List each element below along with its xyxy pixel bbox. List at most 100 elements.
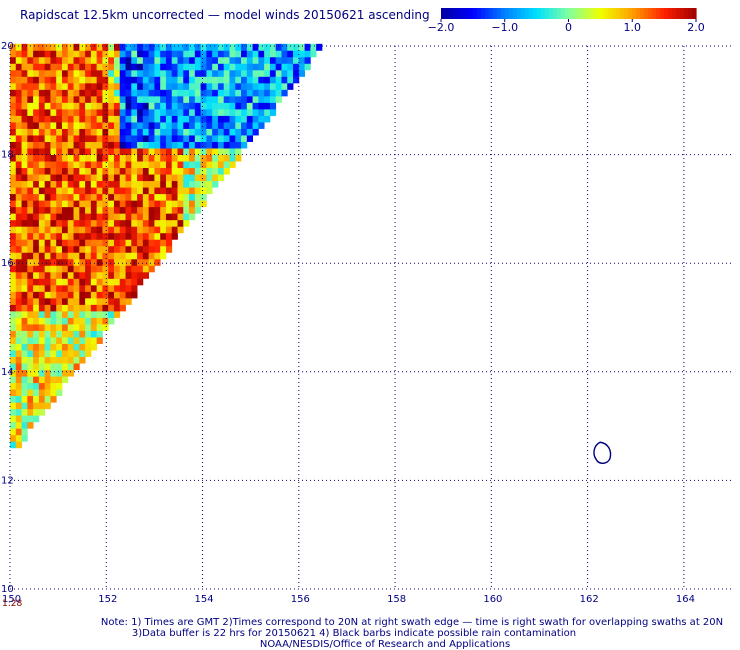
heatmap-cell <box>119 213 126 221</box>
heatmap-cell <box>119 200 126 208</box>
heatmap-cell <box>56 102 63 110</box>
heatmap-cell <box>119 239 126 247</box>
heatmap-cell <box>165 128 173 136</box>
heatmap-cell <box>85 337 92 344</box>
heatmap-cell <box>73 200 80 208</box>
heatmap-cell <box>44 206 51 214</box>
heatmap-cell <box>148 69 155 77</box>
heatmap-cell <box>119 180 126 188</box>
heatmap-cell <box>137 89 144 97</box>
heatmap-cell <box>142 213 150 221</box>
heatmap-cell <box>73 154 80 162</box>
heatmap-cell <box>38 284 46 292</box>
heatmap-cell <box>217 154 225 162</box>
heatmap-cell <box>206 82 213 90</box>
heatmap-cell <box>160 154 167 162</box>
heatmap-cell <box>10 219 17 227</box>
heatmap-cell <box>108 304 115 312</box>
colorbar-segment <box>524 8 530 19</box>
heatmap-cell <box>183 69 190 77</box>
heatmap-cell <box>79 356 86 364</box>
heatmap-cell <box>27 310 34 318</box>
heatmap-cell <box>165 56 173 64</box>
heatmap-cell <box>56 369 63 377</box>
heatmap-cell <box>212 82 219 90</box>
heatmap-cell <box>44 278 51 286</box>
heatmap-cell <box>96 258 103 266</box>
heatmap-cell <box>90 108 98 116</box>
heatmap-cell <box>212 141 219 149</box>
heatmap-cell <box>21 43 28 51</box>
heatmap-cell <box>113 122 121 129</box>
chart-title: Rapidscat 12.5km uncorrected — model win… <box>20 8 430 22</box>
heatmap-cell <box>67 89 74 97</box>
heatmap-cell <box>27 108 34 116</box>
heatmap-cell <box>90 76 98 84</box>
heatmap-cell <box>27 271 34 279</box>
heatmap-cell <box>15 232 22 240</box>
heatmap-cell <box>131 56 138 64</box>
heatmap-cell <box>85 271 92 279</box>
heatmap-cell <box>10 343 17 351</box>
heatmap-cell <box>15 115 22 123</box>
heatmap-cell <box>67 252 74 260</box>
heatmap-cell <box>27 324 34 331</box>
heatmap-cell <box>50 226 57 234</box>
heatmap-cell <box>56 291 63 299</box>
heatmap-cell <box>113 271 121 279</box>
heatmap-cell <box>194 141 202 149</box>
heatmap-cell <box>148 50 155 58</box>
heatmap-cell <box>125 122 132 129</box>
heatmap-cell <box>85 324 92 331</box>
y-tick-label: 20 <box>1 41 14 52</box>
heatmap-cell <box>79 154 86 162</box>
heatmap-cell <box>33 193 40 201</box>
heatmap-cell <box>38 395 46 403</box>
heatmap-cell <box>10 50 17 58</box>
heatmap-cell <box>142 180 150 188</box>
heatmap-cell <box>258 50 265 58</box>
heatmap-cell <box>21 76 28 84</box>
heatmap-cell <box>67 193 74 201</box>
heatmap-cell <box>148 187 155 195</box>
heatmap-cell <box>102 63 109 71</box>
heatmap-cell <box>200 174 207 182</box>
heatmap-cell <box>90 43 98 51</box>
heatmap-cell <box>212 63 219 71</box>
heatmap-cell <box>27 122 34 129</box>
heatmap-cell <box>217 50 225 58</box>
heatmap-cell <box>67 330 74 338</box>
heatmap-cell <box>15 324 22 331</box>
heatmap-cell <box>171 161 178 169</box>
heatmap-cell <box>119 265 126 273</box>
heatmap-cell <box>113 180 121 188</box>
heatmap-cell <box>102 115 109 123</box>
heatmap-cell <box>44 376 51 384</box>
heatmap-cell <box>15 50 22 58</box>
heatmap-cell <box>33 56 40 64</box>
heatmap-cell <box>50 297 57 305</box>
heatmap-cell <box>33 304 40 312</box>
heatmap-cell <box>125 50 132 58</box>
heatmap-cell <box>67 128 74 136</box>
heatmap-cell <box>154 148 161 155</box>
heatmap-cell <box>15 428 22 436</box>
heatmap-cell <box>38 337 46 344</box>
heatmap-cell <box>67 63 74 71</box>
heatmap-cell <box>56 343 63 351</box>
heatmap-cell <box>73 337 80 344</box>
heatmap-cell <box>44 63 51 71</box>
heatmap-cell <box>189 135 196 142</box>
heatmap-cell <box>44 356 51 364</box>
heatmap-cell <box>154 141 161 149</box>
heatmap-cell <box>223 154 230 162</box>
heatmap-cell <box>79 271 86 279</box>
heatmap-cell <box>27 389 34 397</box>
heatmap-cell <box>246 128 253 136</box>
heatmap-cell <box>113 252 121 260</box>
heatmap-cell <box>73 82 80 90</box>
heatmap-cell <box>67 350 74 357</box>
heatmap-cell <box>252 95 259 103</box>
heatmap-cell <box>73 43 80 51</box>
heatmap-cell <box>90 69 98 77</box>
